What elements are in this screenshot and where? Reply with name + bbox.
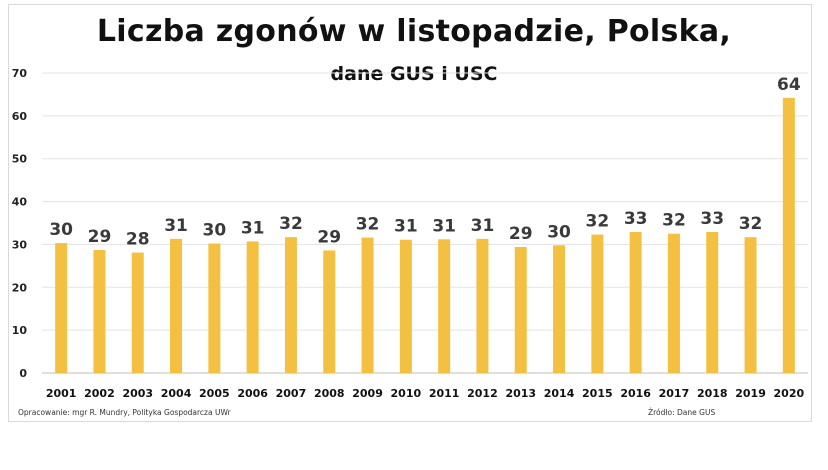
data-label: 28 <box>126 230 150 250</box>
bar <box>667 233 680 373</box>
x-tick-label: 2020 <box>774 387 805 400</box>
data-label: 30 <box>49 220 73 240</box>
bar <box>246 241 259 373</box>
x-tick-label: 2010 <box>391 387 422 400</box>
x-tick-label: 2007 <box>276 387 307 400</box>
data-label: 64 <box>777 75 801 95</box>
bar <box>438 239 451 373</box>
data-label: 29 <box>88 227 112 247</box>
bar <box>553 245 566 373</box>
y-tick-label: 10 <box>12 324 28 337</box>
data-label: 32 <box>662 211 686 231</box>
data-label: 31 <box>432 216 456 236</box>
y-tick-label: 40 <box>12 196 28 209</box>
data-label: 31 <box>471 216 495 236</box>
x-tick-label: 2003 <box>122 387 153 400</box>
x-tick-label: 2015 <box>582 387 613 400</box>
y-tick-label: 20 <box>12 281 28 294</box>
y-tick-label: 30 <box>12 238 28 251</box>
x-tick-label: 2009 <box>352 387 383 400</box>
bar <box>744 237 757 373</box>
data-label: 33 <box>700 209 724 229</box>
x-tick-label: 2014 <box>544 387 575 400</box>
data-label: 31 <box>164 216 188 236</box>
x-tick-label: 2006 <box>237 387 268 400</box>
x-tick-label: 2019 <box>735 387 766 400</box>
x-tick-label: 2012 <box>467 387 498 400</box>
y-tick-label: 0 <box>19 367 27 380</box>
bar <box>323 250 336 373</box>
data-label: 31 <box>394 217 418 237</box>
bar <box>208 243 221 373</box>
data-label: 29 <box>317 227 341 247</box>
x-tick-label: 2018 <box>697 387 728 400</box>
x-tick-label: 2002 <box>84 387 115 400</box>
bar <box>476 238 489 373</box>
data-label: 30 <box>203 221 227 241</box>
bar <box>782 97 795 373</box>
x-tick-label: 2017 <box>659 387 690 400</box>
y-tick-label: 70 <box>12 67 28 80</box>
data-label: 31 <box>241 218 265 238</box>
bar <box>93 250 106 373</box>
bar <box>629 232 642 373</box>
data-label: 30 <box>547 222 571 242</box>
bar <box>514 247 527 373</box>
chart-title: Liczba zgonów w listopadzie, Polska, <box>96 14 732 49</box>
footer-source: Źródło: Dane GUS <box>648 408 716 417</box>
footer-author: Opracowanie: mgr R. Mundry, Polityka Gos… <box>18 408 231 417</box>
y-tick-label: 60 <box>12 110 28 123</box>
bar <box>399 239 412 373</box>
data-label: 29 <box>509 224 533 244</box>
x-tick-label: 2011 <box>429 387 460 400</box>
bar <box>131 252 144 373</box>
bar <box>284 237 297 373</box>
x-tick-label: 2004 <box>161 387 192 400</box>
data-label: 33 <box>624 209 648 229</box>
x-tick-label: 2005 <box>199 387 230 400</box>
bar <box>361 237 374 373</box>
y-tick-label: 50 <box>12 153 28 166</box>
chart-frame <box>8 4 812 422</box>
x-tick-label: 2001 <box>46 387 77 400</box>
data-label: 32 <box>279 214 303 234</box>
data-label: 32 <box>586 212 610 232</box>
data-label: 32 <box>356 215 380 235</box>
x-tick-label: 2016 <box>620 387 651 400</box>
x-tick-label: 2013 <box>505 387 536 400</box>
bar <box>170 238 183 373</box>
bar <box>706 232 719 373</box>
bar <box>591 234 604 373</box>
bar <box>55 243 68 373</box>
data-label: 32 <box>739 214 763 234</box>
x-tick-label: 2008 <box>314 387 345 400</box>
chart-subtitle: dane GUS i USC <box>330 63 498 85</box>
